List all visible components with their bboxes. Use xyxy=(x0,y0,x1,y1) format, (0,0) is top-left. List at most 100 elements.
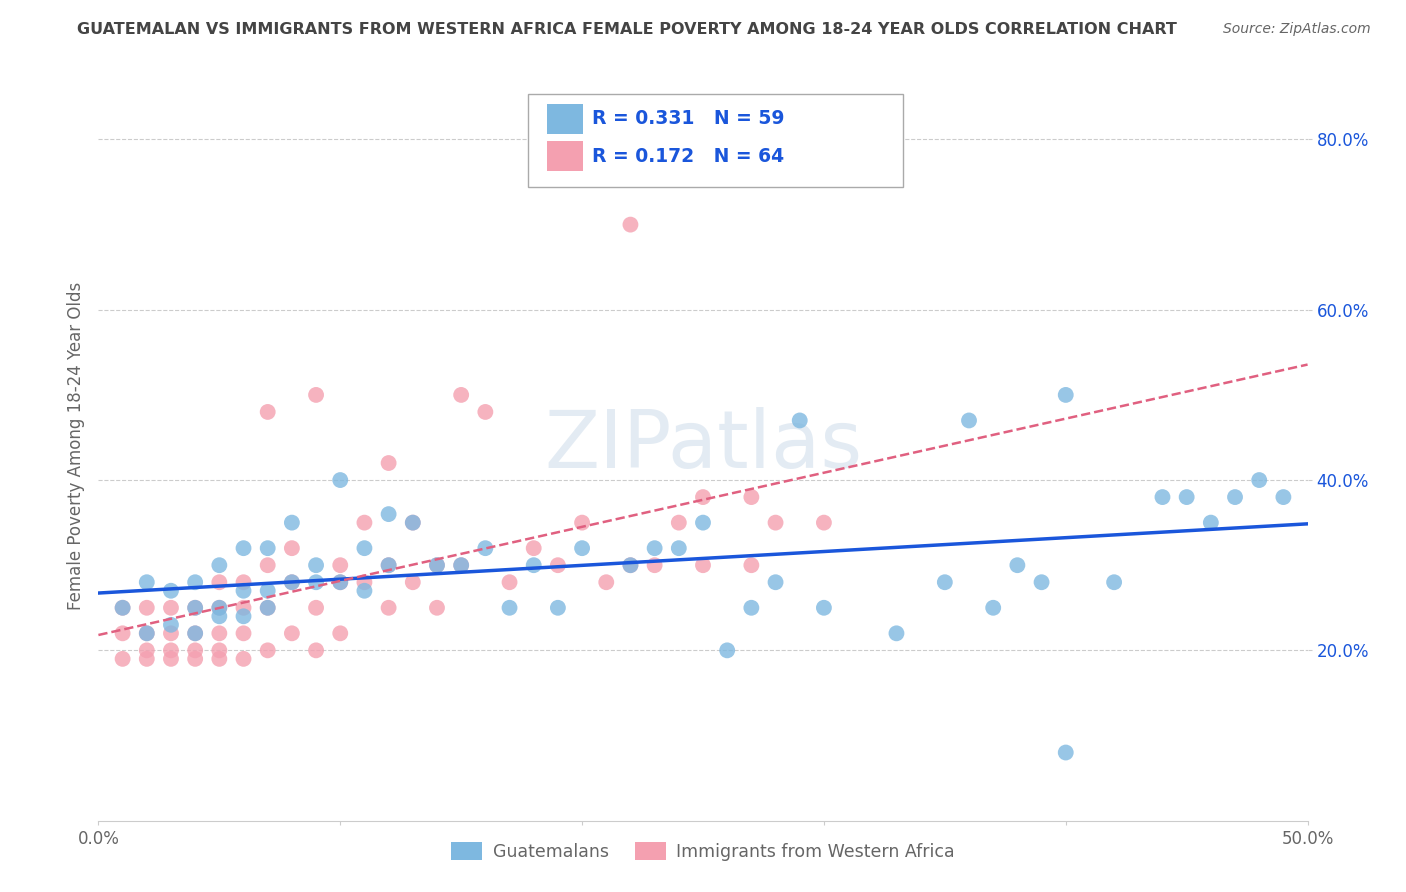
Point xyxy=(305,600,328,615)
Point xyxy=(765,516,787,530)
Point xyxy=(160,600,183,615)
Point xyxy=(765,575,787,590)
Point xyxy=(305,558,328,573)
Point xyxy=(377,507,399,521)
Point xyxy=(934,575,956,590)
Point xyxy=(692,490,714,504)
Legend: Guatemalans, Immigrants from Western Africa: Guatemalans, Immigrants from Western Afr… xyxy=(444,836,962,868)
Point xyxy=(135,626,157,640)
Point xyxy=(281,516,304,530)
Point xyxy=(957,413,980,427)
Point xyxy=(281,626,304,640)
Point xyxy=(426,600,449,615)
Point xyxy=(450,558,472,573)
Point xyxy=(184,626,207,640)
Point xyxy=(135,575,157,590)
Point xyxy=(329,575,352,590)
Point xyxy=(1102,575,1125,590)
Point xyxy=(1054,746,1077,760)
Text: R = 0.331   N = 59: R = 0.331 N = 59 xyxy=(592,109,785,128)
Point xyxy=(1223,490,1246,504)
Point xyxy=(789,413,811,427)
Point xyxy=(740,558,762,573)
Point xyxy=(232,626,254,640)
Point xyxy=(523,558,546,573)
Point xyxy=(692,516,714,530)
Point xyxy=(353,541,375,556)
Point xyxy=(1152,490,1174,504)
Point xyxy=(135,600,157,615)
Point xyxy=(232,575,254,590)
Text: Source: ZipAtlas.com: Source: ZipAtlas.com xyxy=(1223,22,1371,37)
Point xyxy=(184,643,207,657)
Point xyxy=(402,575,425,590)
Point xyxy=(353,583,375,598)
Point xyxy=(426,558,449,573)
Point xyxy=(619,218,641,232)
Point xyxy=(668,516,690,530)
Point xyxy=(256,600,278,615)
Point xyxy=(111,626,134,640)
Point xyxy=(329,626,352,640)
Point xyxy=(644,541,666,556)
Point xyxy=(111,652,134,666)
Point xyxy=(377,600,399,615)
Point xyxy=(256,541,278,556)
Text: ZIPatlas: ZIPatlas xyxy=(544,407,862,485)
Point xyxy=(256,405,278,419)
Point xyxy=(353,516,375,530)
FancyBboxPatch shape xyxy=(547,141,583,171)
Point xyxy=(184,652,207,666)
FancyBboxPatch shape xyxy=(547,103,583,134)
Point xyxy=(353,575,375,590)
Point xyxy=(1054,388,1077,402)
Point xyxy=(208,626,231,640)
Point xyxy=(716,643,738,657)
Point xyxy=(474,541,496,556)
Point xyxy=(305,388,328,402)
Point xyxy=(160,626,183,640)
Point xyxy=(281,575,304,590)
Point xyxy=(184,575,207,590)
Point xyxy=(135,643,157,657)
Point xyxy=(547,600,569,615)
Point xyxy=(232,652,254,666)
Point xyxy=(1249,473,1271,487)
Point xyxy=(111,600,134,615)
Point xyxy=(329,558,352,573)
Point xyxy=(886,626,908,640)
Point xyxy=(208,600,231,615)
Point xyxy=(329,575,352,590)
Point xyxy=(450,388,472,402)
Point xyxy=(111,600,134,615)
Point xyxy=(498,600,520,615)
Point xyxy=(305,643,328,657)
Point xyxy=(523,541,546,556)
Point xyxy=(1031,575,1053,590)
Point xyxy=(474,405,496,419)
Point xyxy=(377,558,399,573)
Point xyxy=(426,558,449,573)
Point xyxy=(377,558,399,573)
Point xyxy=(256,583,278,598)
Point xyxy=(256,643,278,657)
Point xyxy=(232,583,254,598)
Point xyxy=(160,652,183,666)
Point xyxy=(160,643,183,657)
Point xyxy=(256,558,278,573)
Text: GUATEMALAN VS IMMIGRANTS FROM WESTERN AFRICA FEMALE POVERTY AMONG 18-24 YEAR OLD: GUATEMALAN VS IMMIGRANTS FROM WESTERN AF… xyxy=(77,22,1177,37)
Point xyxy=(232,541,254,556)
Point xyxy=(571,541,593,556)
Point xyxy=(135,626,157,640)
Point xyxy=(1199,516,1222,530)
Point xyxy=(184,600,207,615)
Y-axis label: Female Poverty Among 18-24 Year Olds: Female Poverty Among 18-24 Year Olds xyxy=(66,282,84,610)
Point xyxy=(208,652,231,666)
Point xyxy=(1007,558,1029,573)
Point xyxy=(547,558,569,573)
Point xyxy=(160,617,183,632)
Point xyxy=(619,558,641,573)
Point xyxy=(740,600,762,615)
Point xyxy=(256,600,278,615)
Point xyxy=(1272,490,1295,504)
